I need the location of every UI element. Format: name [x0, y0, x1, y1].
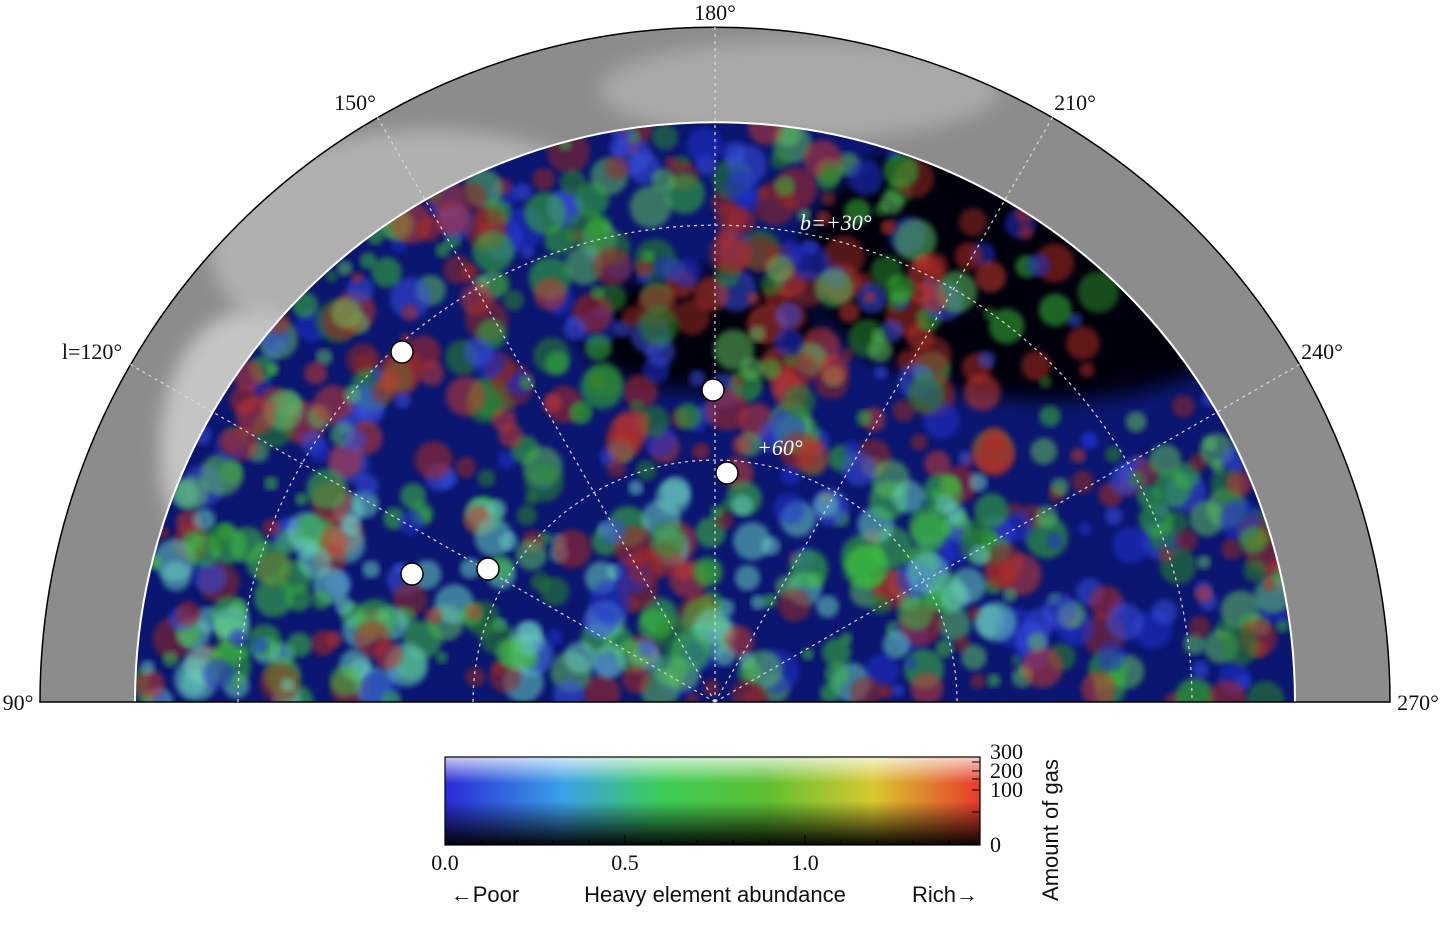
- meridian: [376, 117, 716, 703]
- colorbar-tick-label: 0.5: [611, 850, 639, 875]
- longitude-label: 180°: [694, 0, 736, 25]
- longitude-label: 270°: [1397, 690, 1439, 715]
- marker: [476, 557, 500, 581]
- colorbar-note: ←Poor: [451, 882, 519, 907]
- colorbar-x-label: Heavy element abundance: [584, 882, 846, 907]
- colorbar-tick-label: 300: [990, 739, 1023, 764]
- colorbar-note: Rich→: [912, 882, 978, 907]
- colorbar-tick-label: 200: [990, 758, 1023, 783]
- meridian: [714, 117, 1054, 703]
- colorbar: 0.0 0.5 1.0 300 200 100 0 Amount of gas …: [431, 739, 1063, 907]
- graticule: [130, 27, 1300, 703]
- longitude-label: 240°: [1301, 339, 1343, 364]
- map-frame: [39, 26, 1391, 703]
- latitude-label: +60°: [757, 435, 803, 460]
- colorbar-tick-label: 100: [990, 777, 1023, 802]
- colorbar-tick-label: 1.0: [791, 850, 819, 875]
- marker: [400, 562, 424, 586]
- latitude-label: b=+30°: [800, 210, 872, 235]
- colorbar-tick-label: 0.0: [431, 850, 459, 875]
- texture: [135, 122, 1295, 702]
- meridian: [130, 363, 716, 703]
- marker: [701, 378, 725, 402]
- inner-boundary: [134, 121, 1296, 703]
- longitude-label: 90°: [3, 690, 34, 715]
- longitude-label: 210°: [1054, 90, 1096, 115]
- colorbar-tick-label: 0: [990, 832, 1001, 857]
- longitude-label: 150°: [334, 90, 376, 115]
- longitude-label: l=120°: [62, 339, 122, 364]
- marker: [390, 340, 414, 364]
- colorbar-y-label: Amount of gas: [1038, 759, 1063, 901]
- meridian: [714, 363, 1300, 703]
- marker: [715, 461, 739, 485]
